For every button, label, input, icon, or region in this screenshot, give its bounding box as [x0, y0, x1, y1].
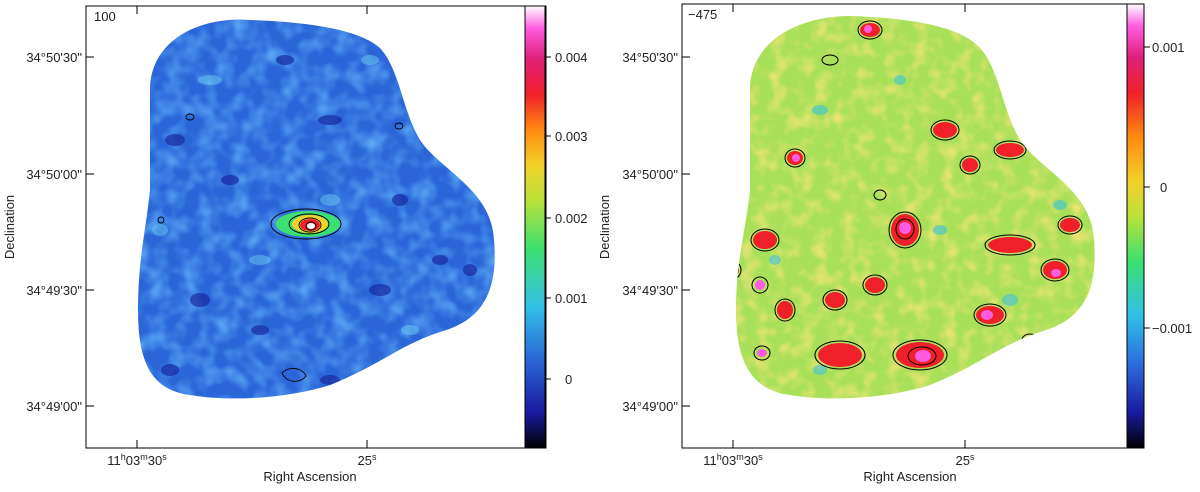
right-y-ticks	[682, 56, 690, 407]
right-y-tick-label: 34°50'30"	[622, 50, 678, 65]
right-corner-label: −475	[688, 7, 717, 22]
right-colorbar-ticks	[1144, 46, 1150, 329]
left-map-image	[138, 19, 495, 399]
left-y-tick-label: 34°49'00"	[26, 399, 82, 414]
left-map-panel: 100 34°50'30" 34°50'00" 34°49'30" 34°49'…	[0, 0, 600, 487]
left-y-tick-label: 34°50'30"	[26, 50, 82, 65]
right-y-tick-label: 34°49'00"	[622, 399, 678, 414]
right-y-tick-label: 34°49'30"	[622, 283, 678, 298]
left-x-tick-label: 11h03m30s	[107, 452, 167, 468]
right-map-svg: −475 34°50'30" 34°50'00" 34°49'30" 34°49…	[597, 3, 1192, 484]
left-colorbar-label: 0.001	[555, 291, 588, 306]
right-map-image	[736, 16, 1095, 399]
left-x-axis-label: Right Ascension	[263, 469, 356, 484]
left-y-tick-label: 34°50'00"	[26, 167, 82, 182]
left-map-svg: 100 34°50'30" 34°50'00" 34°49'30" 34°49'…	[2, 5, 588, 484]
right-x-tick-label: 25s	[956, 452, 975, 468]
right-colorbar-label: 0.001	[1152, 40, 1185, 55]
right-x-ticks	[732, 4, 966, 448]
right-y-tick-label: 34°50'00"	[622, 167, 678, 182]
left-corner-label: 100	[94, 9, 116, 24]
left-colorbar-label: 0.003	[555, 129, 588, 144]
left-x-tick-label: 25s	[358, 452, 377, 468]
left-plot-frame	[85, 5, 547, 449]
left-colorbar-label: 0.002	[555, 211, 588, 226]
right-map-panel: −475 34°50'30" 34°50'00" 34°49'30" 34°49…	[597, 0, 1200, 487]
left-y-axis-label: Declination	[2, 195, 17, 259]
left-x-ticks	[136, 6, 368, 448]
right-y-axis-label: Declination	[600, 195, 612, 259]
left-y-tick-label: 34°49'30"	[26, 283, 82, 298]
left-colorbar-ticks	[545, 56, 551, 380]
right-colorbar	[1127, 4, 1144, 448]
right-x-axis-label: Right Ascension	[863, 469, 956, 484]
right-colorbar-label: −0.001	[1152, 321, 1192, 336]
right-colorbar-label: 0	[1160, 180, 1167, 195]
left-colorbar-label: 0	[565, 372, 572, 387]
left-colorbar	[525, 6, 545, 448]
left-colorbar-label: 0.004	[555, 50, 588, 65]
right-x-tick-label: 11h03m30s	[703, 452, 763, 468]
